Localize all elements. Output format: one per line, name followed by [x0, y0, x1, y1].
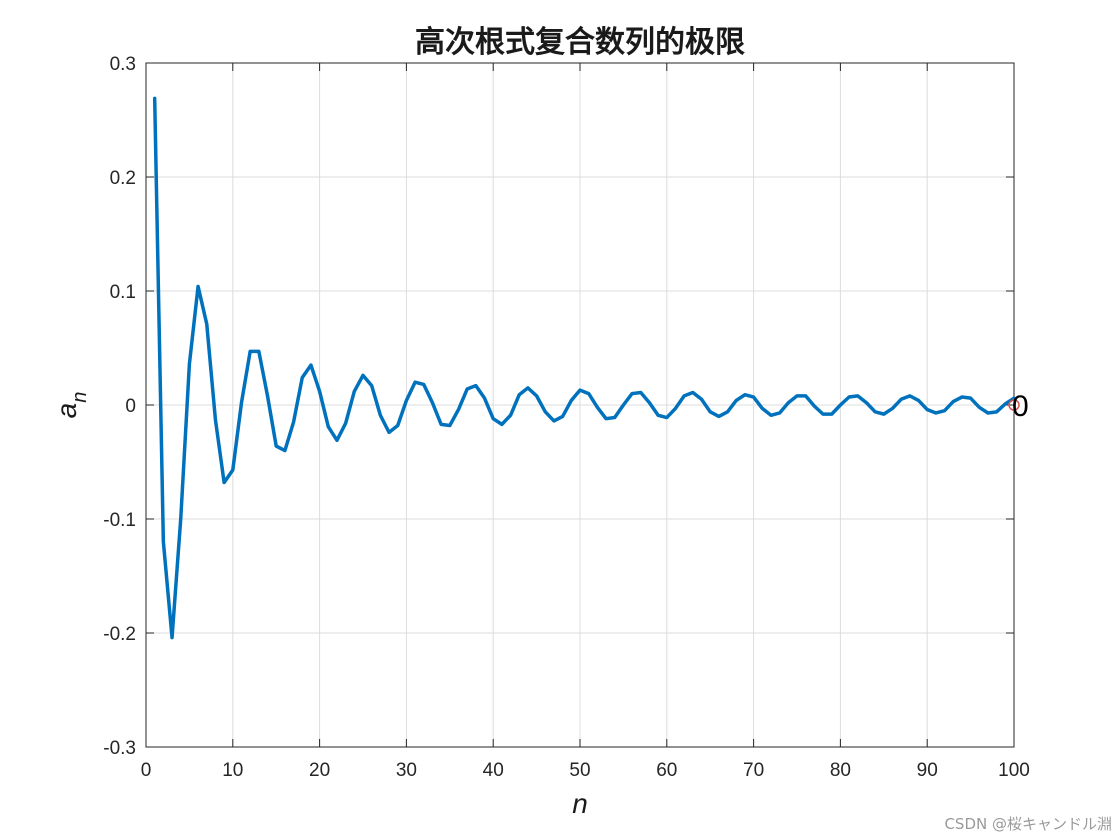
axis-ticks: 0 10 20 30 40 50 60 70 80 90 100 -0.3 -0.2 -0.1 0 0.1 0.… — [103, 54, 1030, 781]
x-tick-label: 40 — [483, 760, 504, 781]
end-marker — [1008, 399, 1020, 411]
end-value-label: 0 — [1012, 390, 1029, 423]
y-tick-label: 0.1 — [110, 282, 136, 303]
x-tick-label: 70 — [743, 760, 764, 781]
y-tick-label: 0 — [125, 396, 136, 417]
series-line — [152, 96, 1016, 640]
svg-text:an: an — [51, 392, 91, 419]
x-tick-label: 0 — [141, 760, 152, 781]
x-tick-label: 10 — [222, 760, 243, 781]
x-tick-label: 50 — [569, 760, 590, 781]
x-axis-label: n — [572, 788, 588, 819]
y-axis-label-subscript: n — [69, 392, 91, 403]
x-tick-label: 60 — [656, 760, 677, 781]
x-tick-label: 80 — [830, 760, 851, 781]
x-tick-label: 30 — [396, 760, 417, 781]
watermark: CSDN @桜キャンドル淵 — [944, 815, 1112, 833]
x-tick-label: 90 — [917, 760, 938, 781]
chart-title: 高次根式复合数列的极限 — [415, 25, 745, 60]
y-tick-label: 0.3 — [110, 54, 136, 75]
y-tick-label: -0.3 — [103, 738, 136, 759]
y-tick-label: -0.1 — [103, 510, 136, 531]
grid — [145, 62, 1015, 748]
x-tick-label: 20 — [309, 760, 330, 781]
y-axis-label-main: a — [51, 403, 82, 419]
y-axis-label: an — [51, 392, 91, 419]
y-tick-label: 0.2 — [110, 168, 136, 189]
x-tick-label: 100 — [998, 760, 1030, 781]
y-tick-label: -0.2 — [103, 624, 136, 645]
